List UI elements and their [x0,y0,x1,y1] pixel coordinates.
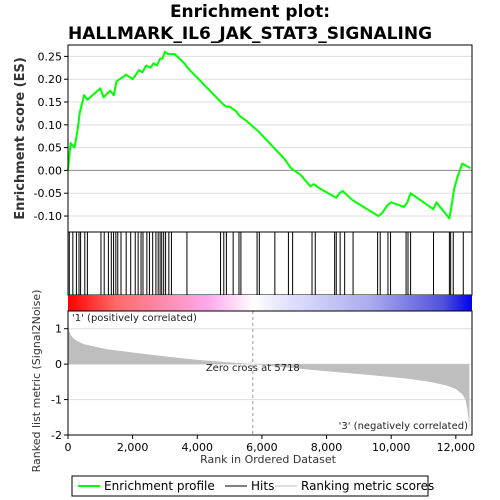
zero-cross-label: Zero cross at 5718 [206,363,300,374]
hits-panel [68,232,464,295]
top-ytick-label: -0.05 [34,187,62,200]
xaxis-ticks: 0 2,000 4,000 6,000 8,000 10,000 12,000 [65,435,476,454]
xtick-label: 12,000 [437,441,476,454]
xtick-label: 8,000 [311,441,343,454]
top-ytick-label: 0.00 [38,164,63,177]
top-grid [68,55,472,217]
bottom-yaxis-ticks: 1 0 -1 -2 [51,323,68,442]
xtick-label: 4,000 [182,441,214,454]
chart-title-line1: Enrichment plot: [170,2,330,22]
hits-panel-frame [67,231,473,296]
bottom-ytick-label: 1 [55,323,62,336]
bottom-ytick-label: 0 [55,358,62,371]
xtick-label: 6,000 [246,441,278,454]
bottom-ytick-label: -2 [51,429,62,442]
top-ytick-label: 0.25 [38,50,63,63]
ranking-metric-area [68,319,470,432]
negative-correlation-label: '3' (negatively correlated) [339,421,468,432]
top-ytick-label: -0.10 [34,210,62,223]
top-ytick-label: 0.10 [38,119,63,132]
bottom-panel-frame [67,310,473,436]
xaxis-label: Rank in Ordered Dataset [200,453,337,466]
top-panel-frame [67,44,473,233]
xtick-label: 10,000 [372,441,411,454]
top-ytick-label: 0.15 [38,96,63,109]
rank-color-bar [68,295,472,311]
top-ytick-label: 0.05 [38,142,63,155]
top-ytick-label: 0.20 [38,73,63,86]
bottom-grid [68,328,472,436]
xtick-label: 0 [65,441,72,454]
top-ylabel: Enrichment score (ES) [13,57,28,220]
positive-correlation-label: '1' (positively correlated) [72,313,197,324]
legend-label-enrichment: Enrichment profile [104,479,215,493]
legend-label-hits: Hits [251,479,274,493]
legend-label-ranking: Ranking metric scores [301,479,434,493]
enrichment-profile-line [67,50,471,220]
xtick-label: 2,000 [117,441,149,454]
legend-box [71,475,429,497]
bottom-ylabel: Ranked list metric (Signal2Noise) [30,290,43,473]
chart-title-line2: HALLMARK_IL6_JAK_STAT3_SIGNALING [68,24,432,44]
bottom-ytick-label: -1 [51,394,62,407]
legend: Enrichment profile Hits Ranking metric s… [71,475,434,497]
top-yaxis-ticks: 0.25 0.20 0.15 0.10 0.05 0.00 -0.05 -0.10 [34,50,68,223]
